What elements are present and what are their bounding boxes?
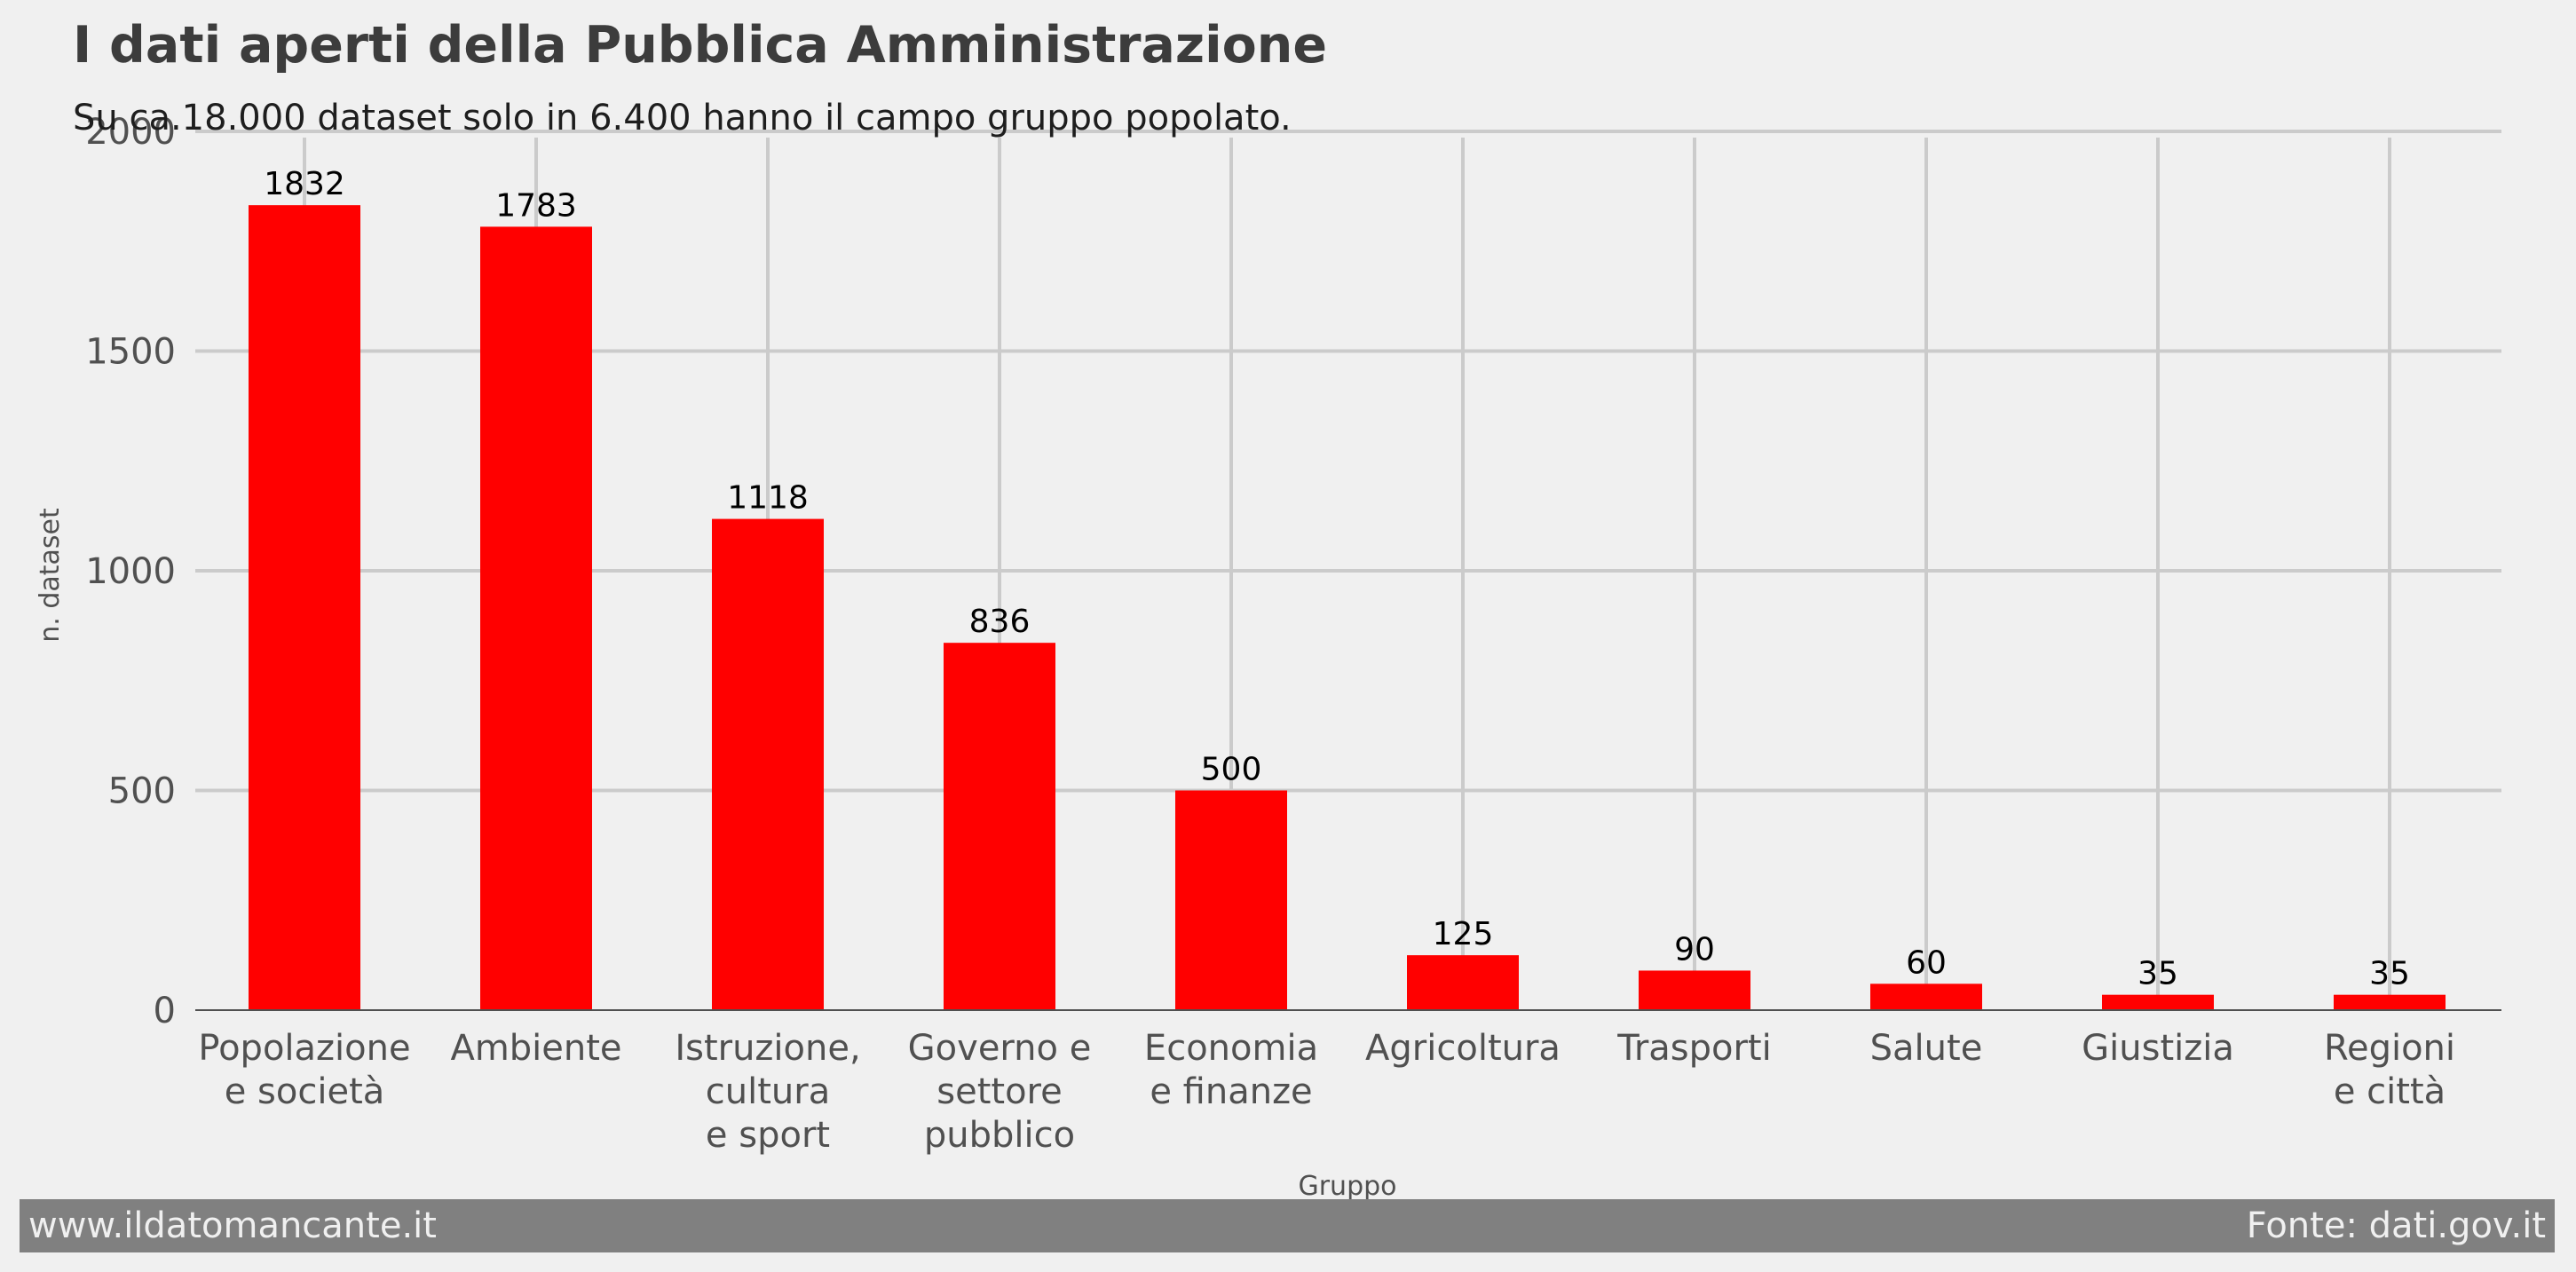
bar-value-label: 35 [2137,956,2178,992]
x-tick-label: Governo e settore pubblico [908,1028,1092,1156]
y-axis-label: n. dataset [35,508,66,643]
bar-value-label: 1118 [727,480,809,517]
x-tick-label: Salute [1870,1028,1983,1069]
bar-value-label: 35 [2369,956,2410,992]
footer-bar: www.ildatomancante.it Fonte: dati.gov.it [20,1199,2555,1252]
bar [2334,994,2446,1010]
x-tick-label: Istruzione, cultura e sport [675,1028,860,1156]
bar [2102,994,2214,1010]
x-tick-label: Trasporti [1616,1028,1771,1069]
bar-value-label: 836 [969,604,1031,640]
bar [712,518,824,1010]
bar [249,205,360,1010]
x-tick-labels: Popolazione e società Ambiente Istruzione, c… [198,1028,2455,1156]
data-labels: 1832 1783 1118 836 500 125 90 60 35 35 [264,166,2410,992]
y-tick-label: 0 [154,991,176,1031]
chart-subtitle: Su ca.18.000 dataset solo in 6.400 hanno… [73,98,1292,138]
y-tick-label: 1500 [85,332,176,373]
x-tick-label: Popolazione e società [198,1028,410,1112]
bar [480,226,592,1011]
bar [944,643,1055,1010]
x-tick-label: Regioni e città [2324,1028,2455,1112]
y-tick-label: 500 [108,771,176,812]
bar-value-label: 1783 [495,187,577,224]
y-tick-label: 1000 [85,551,176,592]
x-axis-label: Gruppo [1298,1171,1396,1202]
bar-value-label: 1832 [264,166,345,202]
bar [1870,984,1982,1010]
bar [1407,955,1519,1010]
bars [249,205,2446,1011]
bar-value-label: 90 [1674,931,1715,968]
bar [1639,970,1750,1010]
x-tick-label: Economia e finanze [1144,1028,1318,1112]
bar-value-label: 125 [1433,916,1494,952]
x-tick-label: Ambiente [450,1028,621,1069]
y-tick-label: 2000 [85,112,176,153]
footer-website: www.ildatomancante.it [28,1205,437,1246]
bar [1175,790,1287,1010]
x-tick-label: Agricoltura [1365,1028,1561,1069]
y-tick-labels: 0 500 1000 1500 2000 [85,112,176,1031]
chart-title: I dati aperti della Pubblica Amministraz… [73,16,1328,75]
x-tick-label: Giustizia [2082,1028,2234,1069]
bar-value-label: 500 [1201,752,1262,788]
footer-source: Fonte: dati.gov.it [2246,1205,2546,1246]
bar-value-label: 60 [1906,944,1947,981]
